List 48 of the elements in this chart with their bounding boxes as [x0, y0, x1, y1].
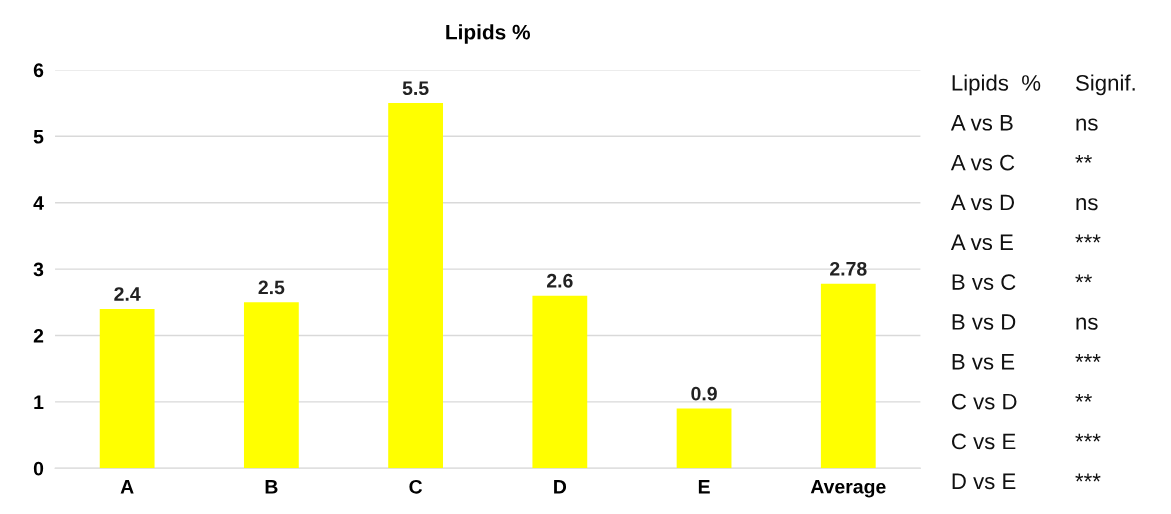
text: D vs E: [952, 473, 1016, 490]
text: A vs B: [950, 115, 1013, 131]
y-tick-label: 5: [33, 129, 44, 144]
text: C vs E: [951, 433, 1016, 450]
y-tick-label: 0: [33, 461, 44, 476]
chart-title: Lipids %: [446, 24, 530, 44]
text: A vs E: [950, 234, 1013, 251]
text: Signif.: [1075, 74, 1135, 96]
text: ns: [1076, 198, 1098, 211]
bar: [676, 408, 732, 469]
y-tick-label: 2: [33, 328, 44, 343]
text: ***: [1075, 473, 1101, 482]
text: ns: [1076, 118, 1098, 131]
y-tick-label: 6: [33, 63, 44, 78]
text: B vs E: [952, 354, 1015, 370]
text: **: [1075, 274, 1092, 283]
bar: [820, 283, 876, 469]
text: **: [1075, 393, 1092, 402]
text: **: [1075, 154, 1092, 163]
data-label: 0.9: [691, 386, 717, 401]
text: B vs C: [952, 274, 1016, 290]
y-tick-label: 1: [34, 395, 44, 409]
text: ***: [1075, 354, 1101, 362]
text: C vs D: [951, 393, 1017, 410]
x-tick-label: C: [409, 479, 423, 494]
text: Lipids %: [952, 74, 1041, 96]
data-label: 5.5: [402, 81, 429, 96]
data-label: 2.78: [830, 261, 867, 276]
text: A vs C: [950, 154, 1015, 171]
data-label: 2.4: [114, 287, 141, 301]
bar: [99, 308, 155, 469]
x-tick-label: D: [554, 480, 567, 494]
x-tick-label: E: [698, 480, 710, 494]
y-tick-label: 3: [33, 262, 44, 277]
data-label: 2.5: [258, 280, 285, 295]
data-label: 2.6: [547, 273, 573, 288]
x-tick-label: A: [120, 480, 134, 494]
text: ns: [1076, 317, 1098, 330]
text: B vs D: [952, 314, 1016, 330]
bar: [243, 302, 299, 469]
text: ***: [1075, 433, 1101, 442]
y-tick-label: 4: [33, 196, 44, 210]
bar: [388, 103, 444, 469]
x-tick-label: Average: [810, 479, 886, 498]
x-tick-label: B: [265, 480, 278, 494]
bar: [532, 295, 588, 469]
text: ***: [1075, 234, 1101, 243]
text: A vs D: [950, 194, 1015, 211]
